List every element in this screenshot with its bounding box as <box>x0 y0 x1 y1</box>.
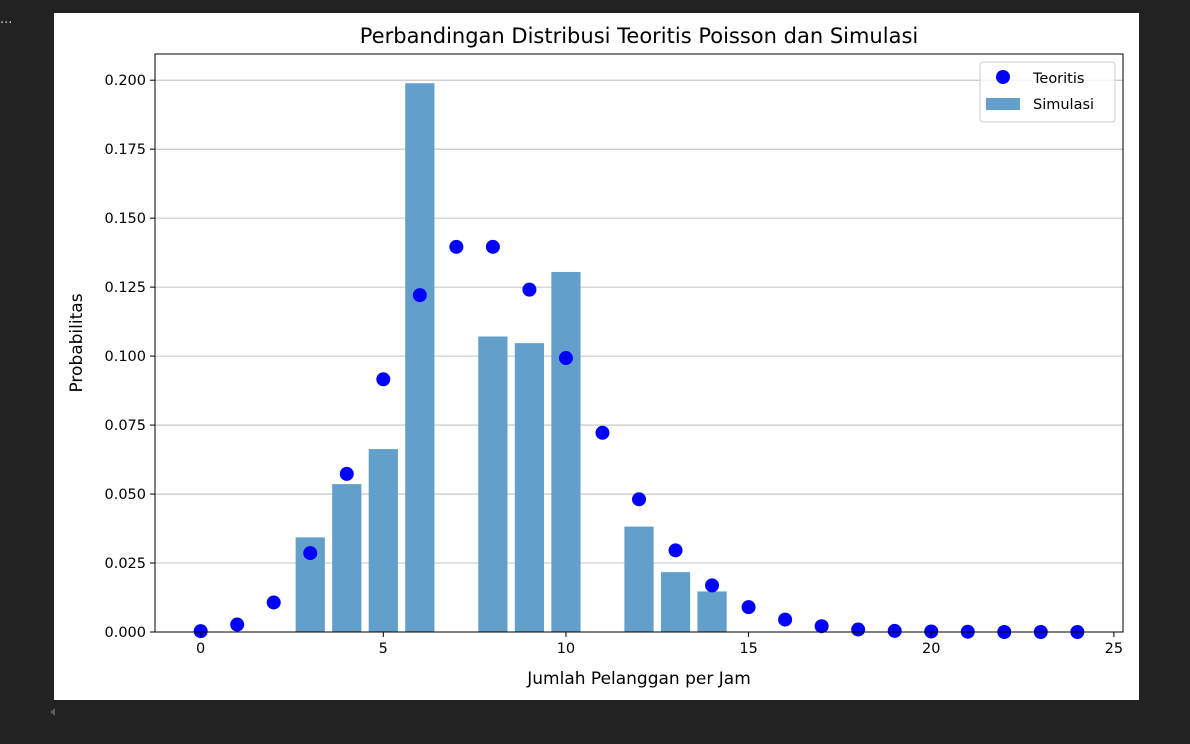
point-teoritis-19 <box>887 623 902 638</box>
x-axis-label: Jumlah Pelanggan per Jam <box>526 669 751 689</box>
chart-figure: 0 5 10 15 20 25 0.000 0.025 0.050 0.075 0.100 0.125… <box>54 13 1139 700</box>
point-teoritis-1 <box>230 617 245 632</box>
y-tick-label-1: 0.025 <box>104 556 146 572</box>
point-teoritis-7 <box>449 239 464 254</box>
x-tick-label-2: 10 <box>557 641 575 657</box>
chart-svg: 0 5 10 15 20 25 0.000 0.025 0.050 0.075 0.100 0.125… <box>67 24 1124 689</box>
point-teoritis-12 <box>632 492 646 507</box>
bar-simulasi-10 <box>551 271 581 632</box>
point-teoritis-4 <box>339 466 354 481</box>
y-tick-label-6: 0.150 <box>104 211 146 227</box>
point-teoritis-2 <box>266 595 281 610</box>
point-teoritis-18 <box>851 622 866 637</box>
y-tick-label-3: 0.075 <box>104 418 146 434</box>
axis-ticks: 0 5 10 15 20 25 0.000 0.025 0.050 0.075 0.100 0.125… <box>104 73 1123 657</box>
bar-simulasi-12 <box>624 526 654 632</box>
legend-marker-teoritis <box>996 70 1010 84</box>
x-tick-label-3: 15 <box>739 641 757 657</box>
bar-simulasi-5 <box>368 449 398 632</box>
bar-simulasi-4 <box>332 484 362 632</box>
output-collapse-ellipsis[interactable]: ... <box>0 12 13 27</box>
bar-simulasi-13 <box>660 572 691 632</box>
x-tick-label-0: 0 <box>196 641 205 657</box>
legend-marker-simulasi <box>986 98 1020 110</box>
y-tick-label-0: 0.000 <box>104 625 146 641</box>
legend-label-simulasi: Simulasi <box>1033 97 1094 113</box>
point-teoritis-0 <box>193 624 208 639</box>
point-teoritis-11 <box>595 425 610 440</box>
point-teoritis-6 <box>412 288 427 303</box>
chart-title: Perbandingan Distribusi Teoritis Poisson… <box>360 24 918 48</box>
point-teoritis-20 <box>924 624 939 639</box>
legend: Teoritis Simulasi <box>979 61 1116 123</box>
point-teoritis-3 <box>303 546 318 561</box>
bar-simulasi-14 <box>697 591 727 632</box>
point-teoritis-5 <box>376 372 391 387</box>
x-tick-label-4: 20 <box>922 641 940 657</box>
bar-simulasi-9 <box>514 343 545 632</box>
point-teoritis-16 <box>778 612 793 627</box>
y-tick-label-7: 0.175 <box>104 142 146 158</box>
legend-label-teoritis: Teoritis <box>1032 71 1084 87</box>
y-axis-label: Probabilitas <box>67 293 87 392</box>
scroll-left-arrow-icon[interactable] <box>50 708 55 716</box>
point-teoritis-8 <box>485 239 500 254</box>
point-teoritis-9 <box>522 282 537 297</box>
x-tick-label-1: 5 <box>379 641 388 657</box>
point-teoritis-14 <box>705 578 720 593</box>
x-tick-label-5: 25 <box>1105 641 1123 657</box>
y-tick-label-4: 0.100 <box>104 349 146 365</box>
point-teoritis-13 <box>668 543 683 558</box>
bar-simulasi-8 <box>478 336 508 632</box>
bar-simulasi-6 <box>405 83 435 632</box>
y-tick-label-5: 0.125 <box>104 280 146 296</box>
point-teoritis-10 <box>558 351 573 366</box>
bars-simulasi <box>295 83 727 632</box>
y-tick-label-8: 0.200 <box>104 73 146 89</box>
plot-frame <box>154 53 1124 633</box>
point-teoritis-15 <box>741 600 756 615</box>
y-tick-label-2: 0.050 <box>104 487 146 503</box>
point-teoritis-17 <box>814 619 829 634</box>
